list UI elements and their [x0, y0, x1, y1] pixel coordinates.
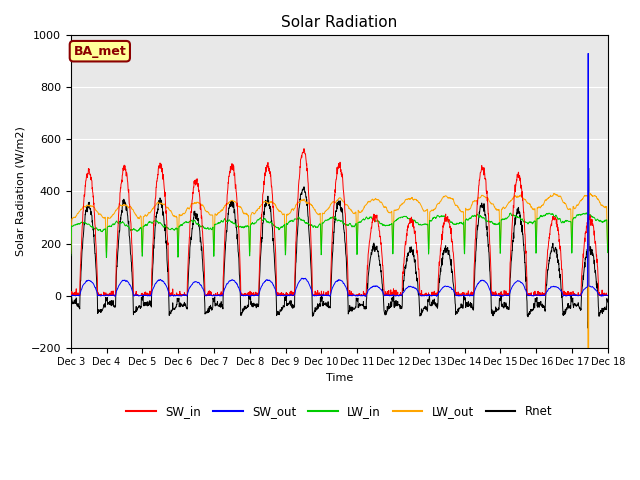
Rnet: [571, 302, 579, 308]
SW_out: [216, 293, 224, 299]
Y-axis label: Solar Radiation (W/m2): Solar Radiation (W/m2): [15, 127, 25, 256]
X-axis label: Time: Time: [326, 373, 353, 383]
LW_out: [495, 207, 503, 213]
LW_in: [355, 219, 362, 225]
Text: BA_met: BA_met: [74, 45, 126, 58]
SW_in: [367, 232, 374, 238]
Rnet: [584, 325, 591, 331]
Rnet: [556, 272, 564, 277]
LW_in: [557, 217, 564, 223]
LW_in: [67, 253, 75, 259]
SW_out: [355, 293, 362, 299]
SW_in: [557, 247, 564, 253]
Rnet: [355, 303, 362, 309]
SW_in: [216, 293, 224, 299]
Line: SW_in: SW_in: [71, 149, 607, 296]
SW_out: [367, 285, 374, 291]
LW_in: [102, 254, 110, 260]
Line: SW_out: SW_out: [71, 54, 607, 297]
LW_in: [367, 215, 374, 220]
LW_out: [571, 206, 579, 212]
LW_out: [586, 190, 593, 196]
SW_in: [572, 292, 579, 298]
Rnet: [585, 165, 593, 171]
Line: Rnet: Rnet: [71, 168, 607, 328]
LW_out: [584, 350, 592, 356]
SW_in: [67, 293, 75, 299]
LW_out: [355, 208, 362, 214]
Rnet: [216, 304, 224, 310]
SW_out: [67, 292, 75, 298]
SW_in: [495, 290, 503, 296]
SW_in: [355, 293, 362, 299]
SW_out: [557, 287, 564, 293]
LW_in: [582, 210, 590, 216]
Legend: SW_in, SW_out, LW_in, LW_out, Rnet: SW_in, SW_out, LW_in, LW_out, Rnet: [122, 400, 557, 423]
LW_in: [572, 215, 579, 221]
LW_in: [217, 219, 225, 225]
LW_out: [216, 208, 224, 214]
Rnet: [495, 306, 503, 312]
SW_out: [362, 294, 369, 300]
Rnet: [67, 295, 75, 300]
LW_in: [495, 220, 503, 226]
Rnet: [604, 299, 611, 305]
LW_out: [67, 251, 75, 256]
LW_out: [556, 193, 564, 199]
Line: LW_out: LW_out: [71, 193, 607, 353]
Line: LW_in: LW_in: [71, 213, 607, 257]
SW_out: [495, 293, 503, 299]
SW_in: [604, 293, 611, 299]
LW_in: [604, 250, 611, 255]
Title: Solar Radiation: Solar Radiation: [281, 15, 397, 30]
SW_out: [572, 293, 579, 299]
SW_out: [604, 292, 611, 298]
LW_out: [366, 199, 374, 205]
SW_in: [300, 146, 308, 152]
SW_out: [584, 51, 592, 57]
LW_out: [604, 243, 611, 249]
Rnet: [366, 257, 374, 263]
